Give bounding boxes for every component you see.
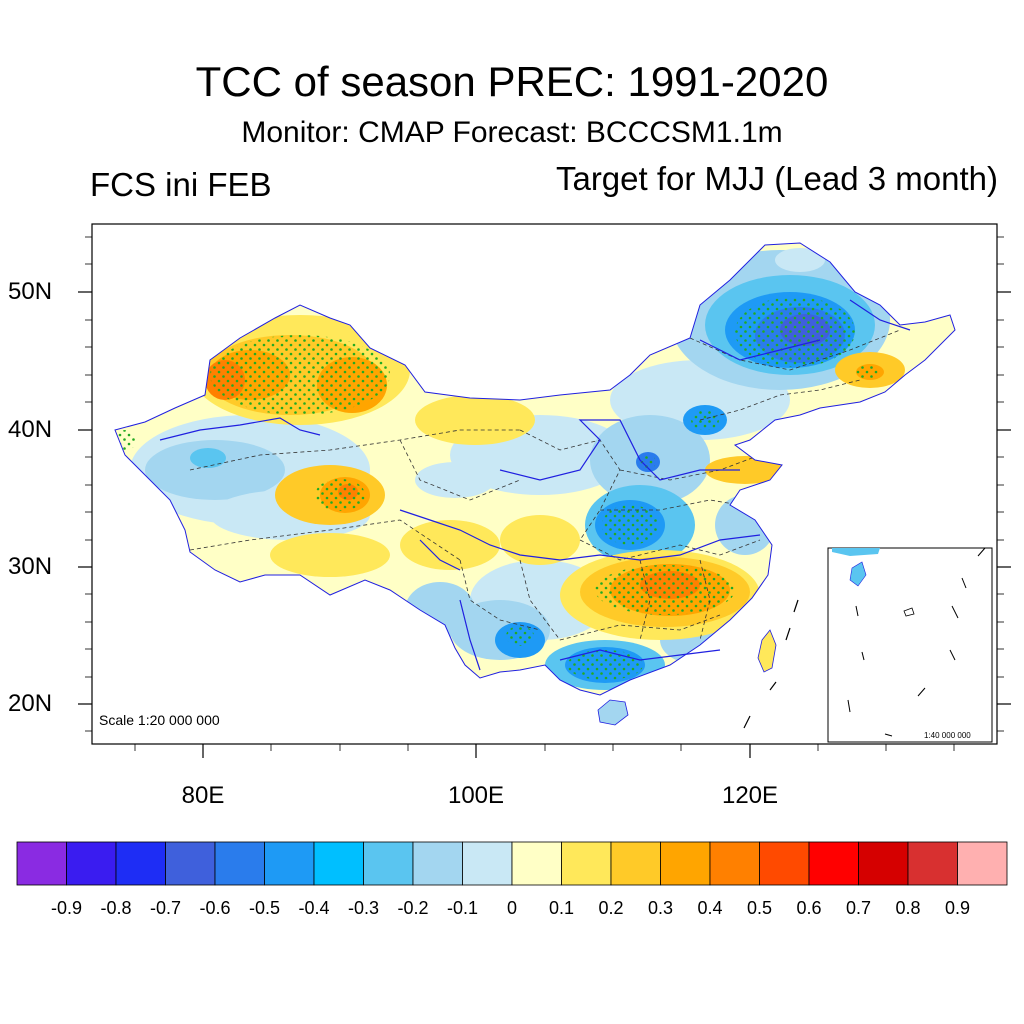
- colorbar-tick-label: 0.2: [598, 898, 624, 918]
- colorbar-box: [412, 841, 463, 886]
- inset-scale-label: 1:40 000 000: [924, 731, 971, 740]
- lat-label-50n: 50N: [8, 278, 53, 305]
- colorbar-box: [462, 841, 513, 886]
- lat-label-20n: 20N: [8, 690, 53, 717]
- colorbar-box: [660, 841, 711, 886]
- taiwan-island: [757, 629, 777, 673]
- colorbar-box: [363, 841, 414, 886]
- colorbar: [16, 841, 1008, 886]
- right-string: Target for MJJ (Lead 3 month): [555, 160, 998, 197]
- lon-label-80e: 80E: [181, 782, 225, 809]
- lat-label-40n: 40N: [8, 416, 53, 443]
- colorbar-tick-label: 0.6: [796, 898, 822, 918]
- colorbar-tick-label: -0.7: [149, 898, 182, 918]
- colorbar-tick-label: 0.7: [845, 898, 872, 918]
- map-subtitle: Monitor: CMAP Forecast: BCCCSM1.1m: [241, 116, 783, 149]
- rivers: [159, 299, 911, 671]
- scale-label: Scale 1:20 000 000: [99, 712, 220, 728]
- colorbar-box: [907, 841, 958, 886]
- colorbar-box: [957, 841, 1008, 886]
- colorbar-tick-label: -0.8: [100, 898, 132, 918]
- colorbar-box: [511, 841, 562, 886]
- lat-label-30n: 30N: [8, 553, 53, 580]
- colorbar-tick-label: -0.5: [248, 898, 281, 918]
- colorbar-tick-label: 0.5: [746, 898, 773, 918]
- colorbar-tick-label: 0.8: [895, 898, 921, 918]
- colorbar-box: [264, 841, 315, 886]
- colorbar-box: [808, 841, 859, 886]
- nine-dash-line: [743, 599, 799, 729]
- colorbar-box: [165, 841, 216, 886]
- colorbar-tick-label: 0.9: [944, 898, 971, 918]
- colorbar-box: [214, 841, 265, 886]
- south-china-sea-inset: [827, 547, 993, 743]
- colorbar-tick-label: -0.2: [397, 898, 429, 918]
- axis-ticks: [78, 291, 1011, 758]
- colorbar-tick-label: 0.1: [548, 898, 575, 918]
- colorbar-tick-label: 0: [506, 898, 517, 918]
- colorbar-box: [313, 841, 364, 886]
- colorbar-box: [561, 841, 612, 886]
- colorbar-box: [16, 841, 67, 886]
- left-string: FCS ini FEB: [90, 166, 272, 203]
- colorbar-tick-label: -0.3: [347, 898, 380, 918]
- colorbar-box: [709, 841, 760, 886]
- colorbar-tick-label: -0.9: [50, 898, 83, 918]
- lon-label-100e: 100E: [447, 782, 505, 809]
- colorbar-box: [115, 841, 166, 886]
- colorbar-tick-label: -0.1: [446, 898, 479, 918]
- colorbar-tick-label: 0.3: [647, 898, 674, 918]
- colorbar-tick-label: 0.4: [697, 898, 723, 918]
- colorbar-tick-label: -0.6: [199, 898, 231, 918]
- colorbar-tick-label: -0.4: [298, 898, 330, 918]
- lon-label-120e: 120E: [721, 782, 779, 809]
- colorbar-box: [759, 841, 810, 886]
- map-title: TCC of season PREC: 1991-2020: [195, 58, 829, 105]
- china-outline: [114, 242, 956, 696]
- colorbar-box: [66, 841, 117, 886]
- hainan-island: [597, 699, 629, 726]
- colorbar-box: [610, 841, 661, 886]
- colorbar-box: [858, 841, 909, 886]
- province-boundaries: [189, 329, 901, 641]
